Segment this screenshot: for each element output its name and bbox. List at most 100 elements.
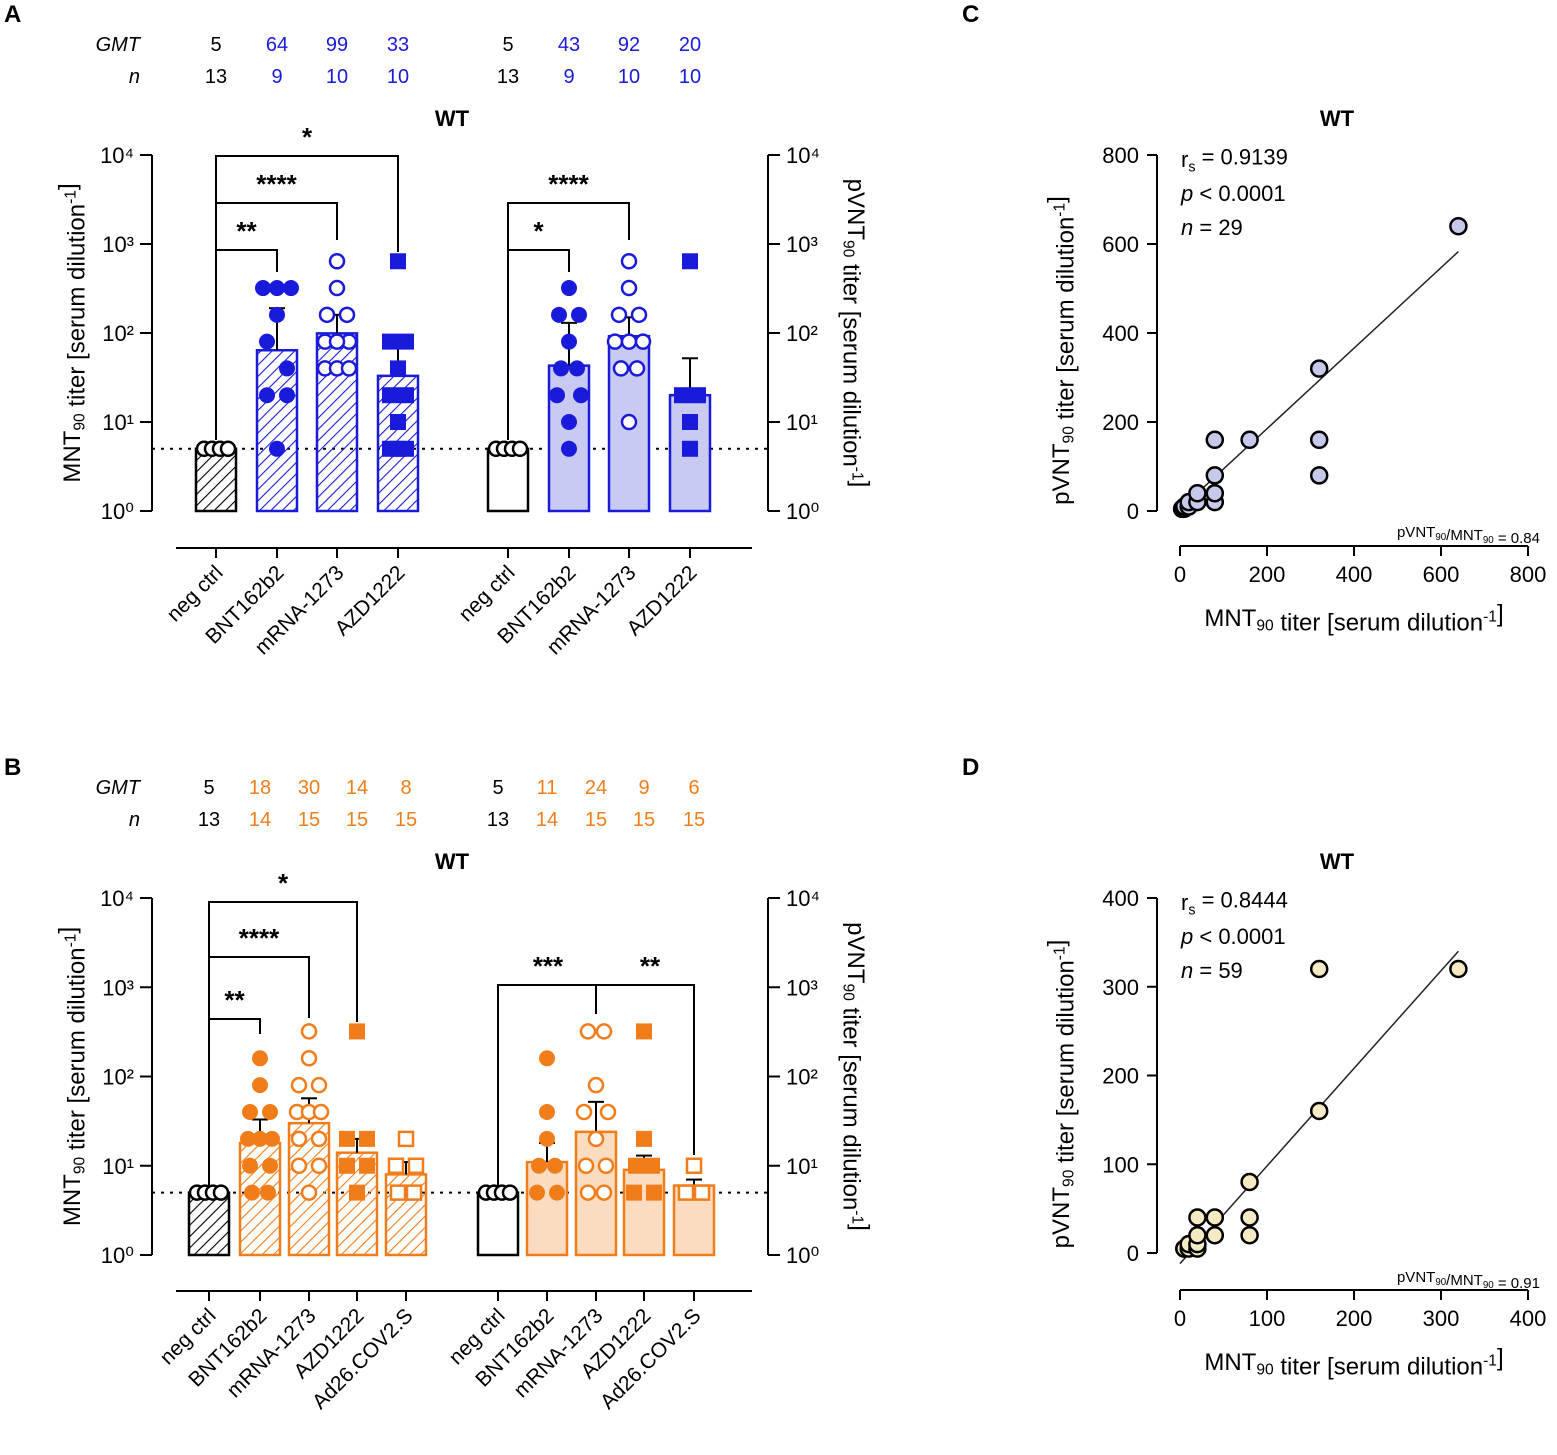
data-point (620, 413, 638, 431)
x-tick-label: 300 (1423, 1306, 1460, 1331)
data-point (349, 1023, 365, 1040)
data-point (539, 1130, 555, 1147)
y-axis-label: pVNT90 titer [serum dilution-1] (1043, 940, 1079, 1249)
data-point (269, 280, 285, 297)
data-point (674, 387, 690, 404)
data-point (242, 1104, 258, 1121)
data-point (349, 1184, 365, 1201)
data-point (612, 360, 630, 377)
data-point (310, 1076, 328, 1094)
significance-label: **** (239, 923, 280, 953)
panel-B: 10⁰ 10⁰ 10¹ 10¹ 10² 10² 10³ 10³ 10⁴ 10⁴ MNT90 tite… (54, 777, 873, 1414)
ratio-label: pVNT90/MNT90 = 0.84 (1397, 524, 1540, 547)
data-point (397, 1130, 415, 1148)
data-point (539, 1104, 555, 1121)
gmt-value: 8 (400, 777, 411, 799)
data-point (290, 1076, 308, 1094)
data-point (1205, 1226, 1225, 1245)
significance-bracket (507, 202, 630, 440)
gmt-value: 5 (502, 34, 513, 56)
y-tick-label-right: 10³ (786, 232, 818, 257)
data-point (359, 1157, 375, 1174)
y-tick-label-left: 10² (102, 1065, 134, 1090)
n-value: 10 (326, 66, 348, 88)
n-value: 15 (395, 809, 417, 831)
gmt-value: 5 (492, 777, 503, 799)
data-point (561, 414, 577, 430)
n-value: 10 (387, 66, 409, 88)
significance-label: **** (256, 169, 297, 199)
n-value: 10 (679, 66, 701, 88)
data-point (571, 306, 587, 323)
chart-title: WT (435, 106, 470, 131)
y-tick-label: 100 (1102, 1152, 1139, 1177)
y-axis-label-right: pVNT90 titer [serum dilution-1] (837, 922, 873, 1231)
data-point (626, 1184, 642, 1201)
data-point (606, 333, 624, 350)
stat-text: p < 0.0001 (1180, 924, 1286, 949)
gmt-value: 30 (298, 777, 320, 799)
data-point (547, 1157, 563, 1174)
data-point (312, 1103, 330, 1121)
significance-label: **** (548, 169, 589, 199)
gmt-value: 14 (346, 777, 368, 799)
data-point (569, 360, 585, 377)
data-point (328, 252, 346, 270)
data-point (252, 1077, 268, 1094)
data-point (328, 279, 346, 297)
data-point (1309, 359, 1329, 378)
y-tick-label: 600 (1102, 232, 1139, 257)
gmt-header: GMT (96, 34, 142, 56)
x-tick-label: 200 (1249, 562, 1286, 587)
significance-label: * (278, 868, 289, 898)
data-point (252, 1050, 268, 1067)
bar-BNT162b2 (525, 1160, 569, 1257)
y-axis-label-left: MNT90 titer [serum dilution-1] (54, 927, 90, 1226)
data-point (682, 440, 698, 457)
x-tick-label: 400 (1510, 1306, 1547, 1331)
y-tick-label: 400 (1102, 321, 1139, 346)
y-tick-label-left: 10⁰ (101, 499, 134, 524)
data-point (628, 360, 646, 377)
bar-neg ctrl (476, 1191, 520, 1257)
stat-text: n = 29 (1181, 215, 1243, 240)
data-point (283, 280, 299, 297)
y-axis-label: pVNT90 titer [serum dilution-1] (1043, 196, 1079, 505)
y-tick-label-right: 10⁴ (786, 143, 820, 168)
data-point (1309, 430, 1329, 450)
data-point (529, 1184, 545, 1201)
data-point (300, 1184, 318, 1201)
data-point (259, 387, 275, 404)
data-point (1205, 466, 1225, 485)
data-point (1240, 1208, 1259, 1227)
data-point (398, 387, 414, 404)
data-point (339, 1157, 355, 1174)
data-point (212, 1184, 230, 1201)
data-point (579, 1023, 597, 1040)
x-tick-label: 0 (1174, 562, 1186, 587)
data-point (1309, 959, 1329, 979)
data-point (340, 360, 358, 377)
data-point (359, 1130, 375, 1147)
data-point (553, 360, 569, 377)
n-value: 9 (271, 66, 282, 88)
data-point (549, 1184, 565, 1201)
x-tick-label: 0 (1174, 1306, 1186, 1331)
data-point (387, 1157, 405, 1174)
data-point (262, 1104, 278, 1121)
data-point (685, 1157, 703, 1174)
data-point (531, 1157, 547, 1174)
data-point (390, 253, 406, 270)
data-point (1240, 430, 1259, 450)
data-point (587, 1130, 605, 1148)
chart-title: WT (1320, 849, 1355, 874)
data-point (240, 1130, 256, 1147)
y-tick-label: 400 (1102, 886, 1139, 911)
n-header: n (129, 809, 140, 831)
n-value: 13 (198, 809, 220, 831)
data-point (310, 1157, 328, 1174)
n-value: 13 (497, 66, 519, 88)
data-point (690, 387, 706, 404)
data-point (620, 279, 638, 297)
